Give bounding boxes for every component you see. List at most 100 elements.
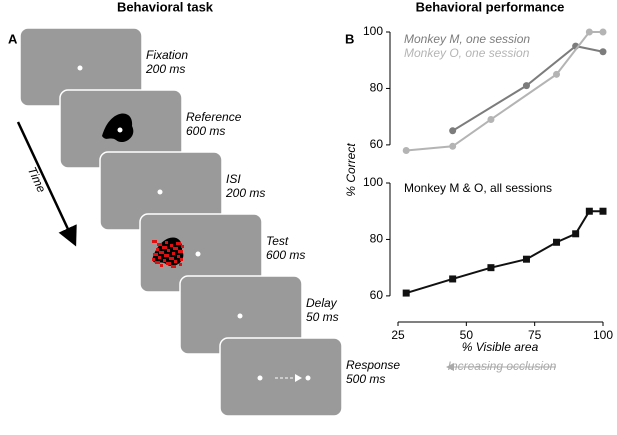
y-tick-label: 60: [370, 137, 384, 151]
point: [553, 238, 561, 246]
occluder: [175, 247, 178, 250]
x-axis-label: % Visible area: [462, 340, 539, 354]
occluder: [174, 260, 177, 263]
fixation-dot: [237, 313, 243, 319]
time-label: Time: [25, 165, 49, 195]
occluder: [158, 256, 161, 259]
y-axis-label: % Correct: [344, 143, 358, 197]
point: [599, 28, 607, 36]
x-tick-label: 25: [391, 328, 405, 342]
epoch-name: Reference: [186, 110, 242, 124]
occluder: [173, 265, 176, 268]
occluder: [167, 249, 170, 252]
epoch-duration: 200 ms: [225, 186, 265, 200]
epoch-name: Fixation: [146, 48, 188, 62]
occluder: [161, 251, 164, 254]
annotation: Monkey M & O, all sessions: [404, 181, 552, 195]
point: [599, 48, 607, 56]
point: [487, 264, 495, 272]
point: [522, 255, 530, 263]
point: [553, 70, 561, 78]
occluder: [157, 243, 160, 246]
epoch-duration: 200 ms: [145, 62, 185, 76]
occluder: [162, 246, 165, 249]
occluder: [152, 258, 155, 261]
point: [402, 289, 410, 297]
y-tick-label: 100: [363, 175, 383, 189]
occluder: [177, 255, 180, 258]
y-tick-label: 100: [363, 24, 383, 38]
occluder: [159, 243, 162, 246]
occluder: [171, 257, 174, 260]
occluder: [173, 247, 176, 250]
occluder: [165, 241, 168, 244]
point: [449, 127, 457, 135]
point: [572, 230, 580, 238]
occluder: [164, 254, 167, 257]
fixation-dot: [117, 127, 123, 133]
arrow-head: [295, 374, 302, 382]
task-title: Behavioral task: [117, 0, 214, 14]
screen: [219, 337, 343, 417]
point: [585, 28, 593, 36]
occluder: [169, 257, 172, 260]
fixation-dot: [77, 65, 83, 71]
occluder: [172, 252, 175, 255]
object: [102, 113, 134, 143]
point: [599, 207, 607, 215]
epoch-name: Test: [266, 234, 289, 248]
series-line: [405, 210, 603, 295]
x-tick-label: 100: [593, 328, 613, 342]
occluder: [164, 246, 167, 249]
panel-label: A: [8, 31, 18, 46]
occluder: [166, 254, 169, 257]
occluder: [163, 259, 166, 262]
y-tick-label: 80: [370, 81, 384, 95]
point: [402, 147, 410, 155]
occluder: [180, 250, 183, 253]
epoch-duration: 500 ms: [346, 372, 385, 386]
occluder: [154, 240, 157, 243]
occluder: [170, 244, 173, 247]
legend-entry: Monkey M, one session: [404, 32, 530, 46]
x-tick-label: 50: [460, 328, 474, 342]
occluder: [155, 253, 158, 256]
x-tick-label: 75: [528, 328, 542, 342]
occluder: [171, 265, 174, 268]
fixation-dot: [195, 251, 201, 257]
epoch-name: Response: [346, 358, 400, 372]
occluder: [156, 248, 159, 251]
epoch-name: ISI: [226, 172, 241, 186]
panel-label: B: [345, 31, 354, 46]
occluder: [179, 263, 182, 266]
footnote: Increasing occlusion: [448, 359, 557, 373]
epoch-duration: 600 ms: [266, 248, 305, 262]
series-line: [452, 45, 604, 132]
epoch-name: Delay: [306, 296, 338, 310]
occluder: [155, 261, 158, 264]
epoch-duration: 600 ms: [186, 124, 225, 138]
occluder: [166, 262, 169, 265]
occluder: [160, 264, 163, 267]
occluder: [152, 240, 155, 243]
epoch-duration: 50 ms: [306, 310, 339, 324]
y-tick-label: 80: [370, 232, 384, 246]
occluder: [180, 258, 183, 261]
point: [585, 207, 593, 215]
point: [449, 275, 457, 283]
occluder: [176, 242, 179, 245]
chart-title: Behavioral performance: [416, 0, 565, 14]
occluder: [178, 250, 181, 253]
occluder: [181, 245, 184, 248]
occluder: [159, 251, 162, 254]
point: [487, 115, 495, 123]
legend-entry: Monkey O, one session: [404, 46, 530, 60]
time-arrow: [16, 121, 77, 247]
occluder: [178, 242, 181, 245]
target-dot: [305, 375, 311, 381]
point: [449, 142, 457, 150]
y-tick-label: 60: [370, 288, 384, 302]
point: [522, 82, 530, 90]
fixation-dot: [257, 375, 263, 381]
